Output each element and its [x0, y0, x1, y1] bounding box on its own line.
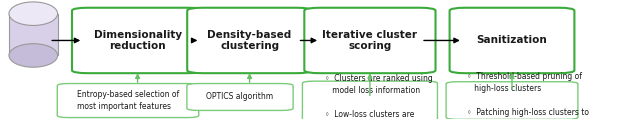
FancyBboxPatch shape: [302, 81, 438, 119]
Polygon shape: [9, 14, 58, 55]
FancyBboxPatch shape: [446, 82, 578, 119]
Text: ◦  Clusters are ranked using
   model loss information

◦  Low-loss clusters are: ◦ Clusters are ranked using model loss i…: [325, 74, 445, 119]
FancyBboxPatch shape: [187, 84, 293, 110]
Text: Entropy-based selection of
most important features: Entropy-based selection of most importan…: [77, 90, 179, 111]
FancyBboxPatch shape: [72, 8, 204, 73]
Text: Density-based
clustering: Density-based clustering: [207, 30, 292, 51]
FancyBboxPatch shape: [58, 84, 198, 118]
Text: Iterative cluster
scoring: Iterative cluster scoring: [323, 30, 417, 51]
FancyBboxPatch shape: [304, 8, 435, 73]
Text: Dimensionality
reduction: Dimensionality reduction: [93, 30, 182, 51]
Ellipse shape: [9, 44, 58, 67]
Text: Sanitization: Sanitization: [477, 35, 547, 45]
Ellipse shape: [9, 2, 58, 25]
FancyBboxPatch shape: [450, 8, 575, 73]
FancyBboxPatch shape: [187, 8, 312, 73]
Text: ◦  Threshold-based pruning of
   high-loss clusters

◦  Patching high-loss clust: ◦ Threshold-based pruning of high-loss c…: [467, 72, 589, 119]
Text: OPTICS algorithm: OPTICS algorithm: [207, 92, 273, 102]
